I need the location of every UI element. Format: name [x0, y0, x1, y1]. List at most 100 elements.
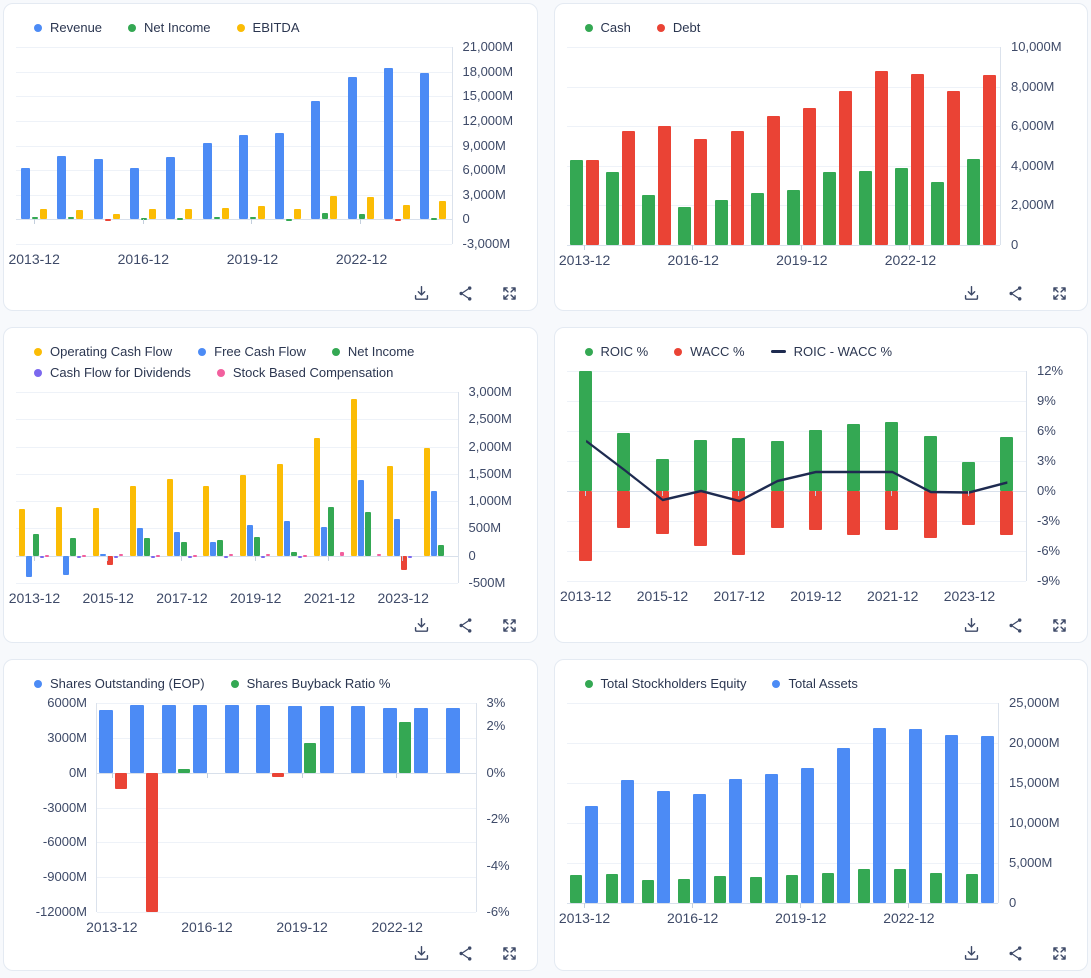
plot-area: [566, 703, 999, 908]
fullscreen-button[interactable]: [500, 944, 519, 963]
bar-ebitda: [221, 207, 229, 220]
fullscreen-button[interactable]: [500, 616, 519, 635]
bar-revenue: [275, 133, 285, 220]
bar-operating-cash-flow: [19, 509, 26, 556]
bar-debt: [586, 159, 600, 245]
legend-item-cash[interactable]: Cash: [584, 20, 631, 35]
gridline: [16, 47, 452, 48]
legend-item-free-cash-flow[interactable]: Free Cash Flow: [198, 344, 306, 359]
bar-total-assets: [765, 774, 779, 903]
plot-area: [566, 371, 1027, 582]
bar-stock-based-compensation: [118, 554, 123, 557]
bar-total-assets: [945, 735, 959, 903]
bar-roic: [732, 438, 746, 491]
chart-card-roic-wacc: ROIC % WACC % ROIC - WACC % 2013-12 2015-12…: [553, 327, 1088, 643]
x-tick-mark: [799, 903, 801, 908]
legend-item-shares-outstanding-eop[interactable]: Shares Outstanding (EOP): [34, 676, 205, 691]
gridline: [566, 165, 1000, 167]
download-button[interactable]: [412, 944, 431, 963]
download-button[interactable]: [962, 284, 981, 303]
gridline: [566, 863, 998, 864]
x-axis: 2013-12 2015-12 2017-12 2019-12 2021-12 2023-…: [560, 588, 1028, 610]
legend-label: ROIC %: [600, 344, 649, 359]
legend-item-shares-buyback-ratio[interactable]: Shares Buyback Ratio %: [230, 676, 390, 691]
bar-revenue: [57, 156, 67, 220]
bar-net-income: [322, 212, 329, 220]
bar-total-stockholders-equity: [858, 869, 871, 903]
legend-item-roic-wacc[interactable]: ROIC - WACC %: [770, 344, 892, 359]
bar-roic: [962, 462, 976, 491]
fullscreen-button[interactable]: [1050, 616, 1069, 635]
x-tick-label: 2016-12: [181, 919, 233, 935]
y-tick-label: -6000M: [42, 834, 87, 850]
legend-item-wacc[interactable]: WACC %: [674, 344, 745, 359]
y-tick-label: -12000M: [35, 904, 87, 919]
gridline: [566, 126, 1000, 128]
share-icon: [458, 946, 471, 961]
legend-label: Stock Based Compensation: [232, 365, 394, 380]
y-axis-right: 12% 9% 6% 3% 0% -3% -6% -9%: [1027, 363, 1075, 588]
x-axis: 2013-12 2016-12 2019-12 2022-12: [559, 910, 1000, 932]
y-tick-label: 2%: [486, 718, 506, 734]
share-button[interactable]: [456, 616, 475, 635]
share-button[interactable]: [456, 284, 475, 303]
fullscreen-button[interactable]: [1050, 944, 1069, 963]
chart-legend: Operating Cash Flow Free Cash Flow Net Inc…: [34, 344, 525, 380]
legend-item-net-income[interactable]: Net Income: [128, 20, 211, 35]
download-button[interactable]: [962, 944, 981, 963]
gridline: [16, 120, 452, 122]
fullscreen-icon: [1053, 287, 1066, 300]
bar-free-cash-flow: [283, 521, 290, 556]
legend-item-roic[interactable]: ROIC %: [584, 344, 649, 359]
bar-roic: [617, 433, 631, 491]
bar-cash-flow-for-dividends: [297, 555, 302, 558]
share-button[interactable]: [456, 944, 475, 963]
gridline: [16, 392, 458, 393]
gridline: [16, 71, 452, 73]
chart-actions: [962, 944, 1069, 963]
bar-wacc: [579, 491, 593, 561]
x-tick-mark: [738, 491, 740, 496]
bar-shares-outstanding-eop: [319, 705, 334, 773]
legend-item-operating-cash-flow[interactable]: Operating Cash Flow: [34, 344, 172, 359]
bar-debt: [802, 108, 816, 245]
x-tick-label: 2021-12: [866, 588, 919, 604]
legend-item-debt[interactable]: Debt: [656, 20, 700, 35]
y-tick-label: -3000M: [42, 799, 87, 815]
download-button[interactable]: [962, 616, 981, 635]
share-button[interactable]: [1006, 616, 1025, 635]
legend-item-total-stockholders-equity[interactable]: Total Stockholders Equity: [584, 676, 747, 691]
fullscreen-button[interactable]: [1050, 284, 1069, 303]
bar-debt: [875, 70, 889, 245]
bar-stock-based-compensation: [155, 554, 160, 557]
legend-item-revenue[interactable]: Revenue: [34, 20, 102, 35]
bar-total-assets: [801, 767, 815, 903]
legend-item-ebitda[interactable]: EBITDA: [236, 20, 300, 35]
bar-net-income: [327, 506, 334, 556]
chart-card-cashflow: Operating Cash Flow Free Cash Flow Net Inc…: [3, 327, 538, 643]
bar-total-stockholders-equity: [822, 872, 835, 903]
y-axis-right: 10,000M 8,000M 6,000M 4,000M 2,000M 0: [1001, 39, 1075, 252]
bar-stock-based-compensation: [192, 554, 197, 557]
legend-item-total-assets[interactable]: Total Assets: [772, 676, 858, 691]
fullscreen-button[interactable]: [500, 284, 519, 303]
bar-free-cash-flow: [357, 480, 364, 556]
bar-free-cash-flow: [99, 553, 106, 556]
bar-revenue: [311, 101, 321, 220]
gridline: [566, 783, 998, 784]
x-tick-label: 2022-12: [883, 910, 935, 926]
legend-item-cash-flow-for-dividends[interactable]: Cash Flow for Dividends: [34, 365, 191, 380]
legend-label: Total Stockholders Equity: [600, 676, 747, 691]
legend-item-net-income[interactable]: Net Income: [331, 344, 414, 359]
download-button[interactable]: [412, 284, 431, 303]
share-button[interactable]: [1006, 944, 1025, 963]
download-button[interactable]: [412, 616, 431, 635]
y-tick-label: -9000M: [42, 869, 87, 885]
legend-item-stock-based-compensation[interactable]: Stock Based Compensation: [216, 365, 394, 380]
y-tick-label: 1,500M: [468, 465, 512, 481]
x-tick-label: 2017-12: [713, 588, 765, 604]
bar-total-stockholders-equity: [642, 879, 655, 903]
share-button[interactable]: [1006, 284, 1025, 303]
bar-shares-outstanding-eop: [351, 705, 366, 773]
download-icon: [414, 946, 428, 960]
